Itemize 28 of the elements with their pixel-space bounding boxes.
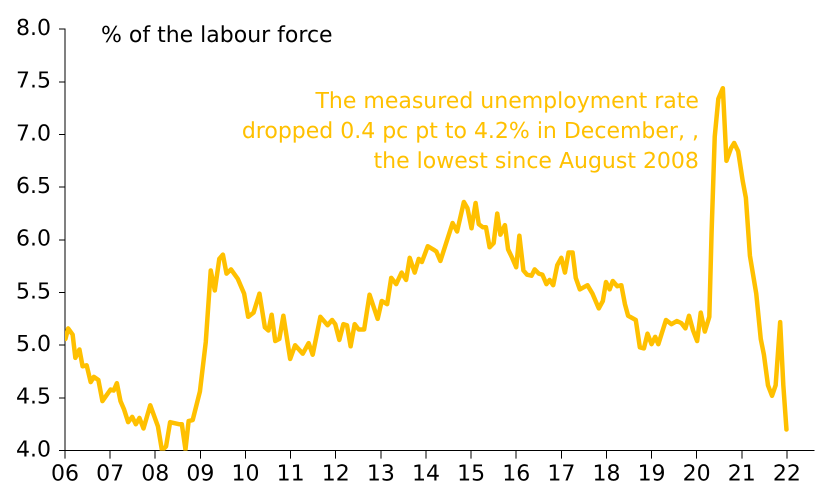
y-tick-label: 5.0 (16, 332, 51, 357)
y-tick-label: 4.5 (16, 384, 51, 410)
x-tick-label: 16 (502, 462, 530, 487)
y-tick-label: 7.5 (16, 68, 51, 94)
x-tick-label: 08 (141, 462, 170, 487)
x-tick-label: 20 (682, 462, 711, 487)
x-tick-label: 10 (231, 462, 260, 487)
x-tick-label: 17 (547, 462, 576, 487)
x-tick-label: 14 (412, 462, 440, 487)
x-tick-label: 15 (457, 462, 486, 487)
x-tick-label: 06 (50, 462, 79, 487)
x-tick-label: 09 (186, 462, 214, 487)
y-tick-label: 8.0 (16, 16, 51, 41)
x-tick-label: 19 (638, 462, 666, 487)
x-tick-label: 07 (96, 462, 124, 487)
x-tick-label: 11 (276, 462, 305, 487)
y-tick-label: 4.0 (16, 437, 51, 462)
y-tick-label: 5.5 (16, 279, 51, 304)
x-tick-label: 21 (728, 462, 756, 487)
y-axis-title: % of the labour force (100, 22, 333, 48)
x-tick-label: 18 (592, 462, 620, 487)
y-tick-label: 6.5 (16, 174, 51, 199)
annotation: The measured unemployment rate dropped 0.4 pc pt to 4.2% in December, , the lowest since August 2008 (242, 88, 699, 174)
x-tick-label: 13 (366, 462, 395, 487)
x-tick-label: 22 (772, 462, 801, 487)
y-tick-label: 6.0 (16, 226, 51, 252)
x-tick-label: 12 (322, 462, 350, 487)
y-tick-label: 7.0 (16, 121, 51, 146)
